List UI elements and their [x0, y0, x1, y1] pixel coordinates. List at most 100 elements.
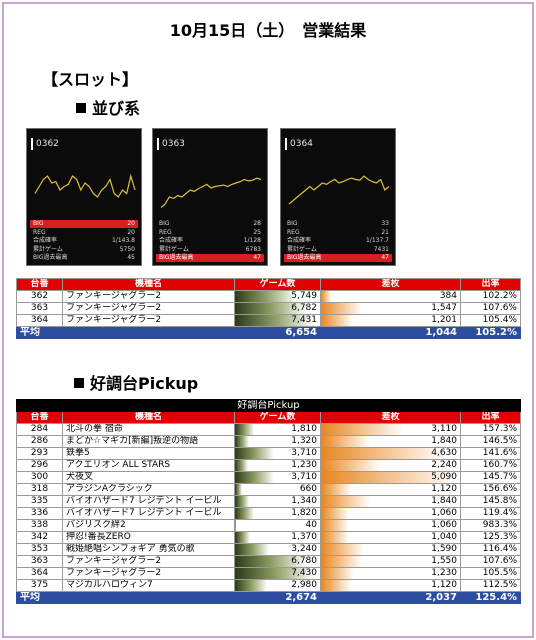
stat-value: 5750 [119, 245, 135, 253]
stat-value: 47 [253, 254, 261, 261]
diff-value: 1,550 [431, 556, 457, 567]
col-header-model: 機種名 [62, 411, 235, 424]
games-value: 5,749 [291, 291, 317, 302]
table-row: 300 犬夜叉 3,710 5,090 145.7% [16, 471, 522, 484]
games-cell: 660 [234, 483, 321, 496]
slump-graph [288, 175, 390, 205]
stat-label: 合成確率 [159, 237, 184, 244]
machine-number: 364 [16, 567, 63, 580]
stat-value: 33 [381, 220, 389, 227]
payout-rate: 107.6% [460, 302, 521, 315]
stat-value: 21 [381, 228, 389, 236]
machine-model: バイオハザード7 レジデント イービル [62, 495, 235, 508]
machine-number: 336 [16, 507, 63, 520]
games-bar [235, 472, 275, 483]
avg-rate: 125.4% [459, 591, 522, 604]
machine-number: 353 [16, 543, 63, 556]
machine-number: 363 [16, 555, 63, 568]
games-bar [235, 496, 250, 507]
stat-value: 28 [253, 220, 261, 227]
stat-label: 合成確率 [33, 237, 58, 244]
stat-value: 20 [127, 228, 135, 236]
games-bar [235, 508, 255, 519]
games-value: 1,340 [291, 496, 317, 507]
avg-spacer [62, 591, 235, 604]
diff-bar [321, 580, 351, 591]
graph-panel-0364: 0364 BIG 33 REG 21 合成確率 1/137.7 累計ゲーム 7431 BIG過去… [280, 128, 396, 266]
games-bar [235, 580, 267, 591]
diff-bar [321, 568, 354, 579]
diff-value: 1,547 [431, 303, 457, 314]
diff-bar [321, 424, 405, 435]
stat-row: 合成確率 1/143.8 [30, 237, 138, 245]
diff-value: 3,110 [431, 424, 457, 435]
machine-model: ファンキージャグラー2 [62, 302, 235, 315]
machine-number: 342 [16, 531, 63, 544]
stat-label: BIG [33, 220, 44, 227]
diff-cell: 1,040 [320, 531, 461, 544]
machine-number: 318 [16, 483, 63, 496]
stat-label: REG [33, 228, 46, 236]
slump-graph [34, 173, 136, 198]
diff-bar [321, 448, 445, 459]
stat-row: REG 20 [30, 229, 138, 237]
games-value: 6,780 [291, 556, 317, 567]
payout-rate: 119.4% [459, 507, 522, 520]
panel-stats: BIG 20 REG 20 合成確率 1/143.8 累計ゲーム 5750 BIG過去最高 45 [30, 220, 138, 263]
games-cell: 7,431 [234, 314, 321, 327]
games-bar [235, 544, 270, 555]
diff-cell: 1,120 [320, 483, 461, 496]
games-bar [235, 448, 275, 459]
games-cell: 1,340 [234, 495, 321, 508]
machine-number: 284 [16, 423, 63, 436]
col-header-games: ゲーム数 [234, 278, 321, 291]
machine-number: 338 [16, 519, 63, 532]
payout-rate: 160.7% [459, 459, 522, 472]
stat-row: 累計ゲーム 7431 [284, 246, 392, 254]
section-pickup-label: 好調台Pickup [90, 374, 199, 393]
stat-label: BIG [159, 220, 170, 227]
diff-cell: 1,840 [320, 435, 461, 448]
payout-rate: 116.4% [459, 543, 522, 556]
stat-label: BIG過去最高 [33, 254, 68, 261]
stat-row: 累計ゲーム 6783 [156, 246, 264, 254]
diff-bar [321, 496, 371, 507]
machine-model: ファンキージャグラー2 [62, 290, 235, 303]
table-header-row: 台番 機種名 ゲーム数 差枚 出率 [16, 278, 521, 291]
games-value: 1,230 [291, 460, 317, 471]
slump-graph [160, 177, 262, 208]
col-header-rate: 出率 [459, 411, 522, 424]
diff-bar [321, 472, 458, 483]
stat-row: 合成確率 1/128 [156, 237, 264, 245]
games-bar [235, 424, 255, 435]
payout-rate: 156.6% [459, 483, 522, 496]
stat-row: BIG過去最高 45 [30, 254, 138, 262]
games-value: 1,320 [291, 436, 317, 447]
games-bar [235, 303, 308, 314]
table-row: 362 ファンキージャグラー2 5,749 384 102.2% [16, 290, 521, 303]
section-narabi-heading: 並び系 [76, 95, 140, 119]
machine-model: 犬夜叉 [62, 471, 235, 484]
diff-cell: 1,590 [320, 543, 461, 556]
games-cell: 40 [234, 519, 321, 532]
avg-rate: 105.2% [460, 326, 521, 339]
col-header-no: 台番 [16, 278, 63, 291]
games-cell: 2,980 [234, 579, 321, 592]
table-row: 296 アクエリオン ALL STARS 1,230 2,240 160.7% [16, 459, 522, 472]
slump-line [34, 173, 136, 198]
payout-rate: 146.5% [459, 435, 522, 448]
table-row: 284 北斗の拳 宿命 1,810 3,110 157.3% [16, 423, 522, 436]
diff-bar [321, 484, 351, 495]
stat-label: 累計ゲーム [159, 245, 189, 253]
diff-value: 1,120 [431, 484, 457, 495]
payout-rate: 112.5% [459, 579, 522, 592]
games-cell: 3,710 [234, 447, 321, 460]
payout-rate: 102.2% [460, 290, 521, 303]
stat-row: REG 21 [284, 229, 392, 237]
stat-label: REG [287, 228, 300, 236]
avg-games: 2,674 [234, 591, 321, 604]
section-pickup-heading: 好調台Pickup [74, 370, 198, 394]
machine-number: 335 [16, 495, 63, 508]
stat-row: REG 25 [156, 229, 264, 237]
payout-rate: 125.3% [459, 531, 522, 544]
